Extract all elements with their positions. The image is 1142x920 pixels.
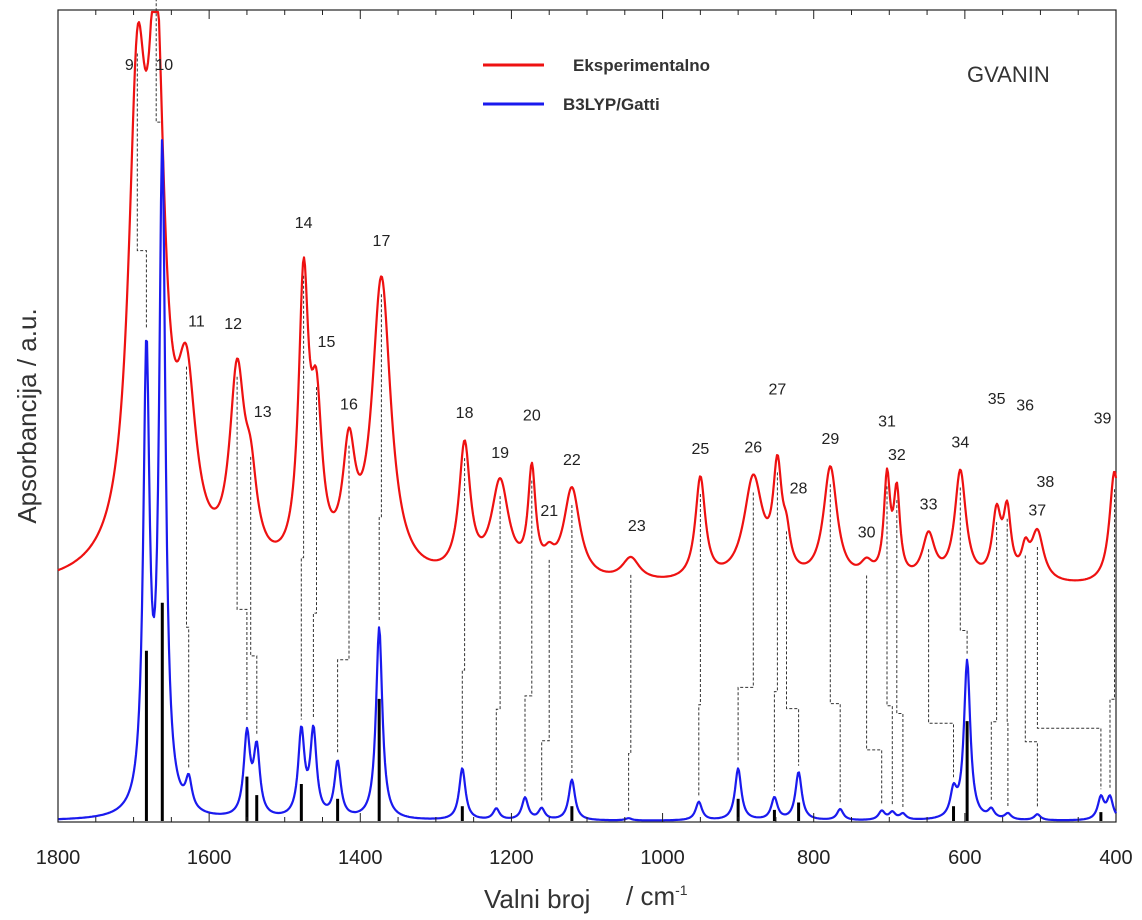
x-tick-label: 1400 [338,847,383,869]
peak-label: 38 [1037,474,1055,491]
assignment-line [1109,489,1115,790]
x-tick-label: 800 [797,847,830,869]
peak-label: 15 [318,334,336,351]
spectrum-curves [57,10,1118,822]
peak-labels: 9 10 11 12 13 14 15 16 17 18 19 20 21 22 23 25 26 27 28 29 3… [125,57,1112,542]
y-axis-title: Apsorbancija / a.u. [12,308,42,523]
assignment-line [896,500,904,807]
peak-label: 34 [951,434,969,451]
peak-label: 32 [888,447,906,464]
x-axis-unit-text: / cm [626,881,675,911]
x-axis-label: Valni broj [484,884,590,914]
assignment-line [186,366,190,768]
assignment-line [990,522,998,802]
assignment-line [378,294,382,621]
plot-frame [57,9,1117,823]
calculated-sticks [144,602,1103,821]
x-axis-title: Valni broj / cm-1 [484,881,688,914]
assignment-line [312,387,317,720]
peak-label: 25 [691,441,709,458]
experimental-spectrum-line [57,10,1118,582]
assignment-line [1006,518,1009,807]
assignment-line [959,487,968,654]
peak-label: 35 [988,391,1006,408]
peak-label: 19 [491,445,509,462]
peak-label: 14 [295,215,313,232]
x-tick-label: 1800 [36,847,81,869]
x-tick-label: 1000 [640,847,685,869]
peak-label: 28 [790,480,808,497]
assignment-line [773,472,778,791]
peak-label: 12 [224,316,242,333]
x-tick-label: 1600 [187,847,232,869]
peak-label: 27 [769,381,787,398]
assignment-line [1024,555,1038,809]
peak-label: 33 [920,496,938,513]
assignment-line [236,376,248,722]
assignment-line [628,574,632,813]
peak-label: 36 [1016,398,1034,415]
legend: Eksperimentalno B3LYP/Gatti [483,56,710,114]
peak-label: 39 [1094,410,1112,427]
assignment-line [250,456,258,735]
assignment-line [1036,547,1102,790]
assignment-line [337,445,350,755]
assignment-line [928,549,954,778]
peak-label: 18 [456,405,474,422]
assignment-lines [136,0,1115,813]
peak-label: 22 [563,452,581,469]
assignment-line [737,492,754,763]
assignment-line [886,486,893,806]
peak-label: 23 [628,518,646,535]
peak-label: 37 [1028,503,1046,520]
assignment-line [829,484,841,803]
x-tick-label: 1200 [489,847,534,869]
assignment-line [155,0,163,132]
peak-label: 10 [155,57,173,74]
peak-label: 17 [373,233,391,250]
peak-label: 20 [523,408,541,425]
peak-label: 16 [340,397,358,414]
x-tick-label: 600 [948,847,981,869]
assignment-line [136,53,147,328]
peak-label: 9 [125,57,134,74]
peak-label: 11 [188,314,205,331]
assignment-line [495,496,501,803]
legend-label-experimental: Eksperimentalno [573,56,710,75]
peak-label: 13 [254,404,272,421]
peak-label: 26 [744,439,762,456]
assignment-line [698,494,701,796]
legend-label-calculated: B3LYP/Gatti [563,95,660,114]
x-tick-label: 400 [1099,847,1132,869]
assignment-line [541,559,550,802]
x-axis-unit: / cm-1 [626,881,688,911]
x-axis-ticks: 1800 1600 1400 1200 1000 800 600 400 [36,10,1133,869]
assignment-line [300,275,305,720]
assignment-line [461,458,466,763]
peak-label: 21 [540,503,558,520]
x-axis-unit-superscript: -1 [675,882,688,898]
peak-label: 30 [858,525,876,542]
assignment-line [866,575,883,805]
assignment-line [524,480,533,792]
chart-title: GVANIN [967,62,1050,87]
peak-label: 29 [821,431,839,448]
assignment-line [786,531,800,766]
peak-label: 31 [878,413,896,430]
